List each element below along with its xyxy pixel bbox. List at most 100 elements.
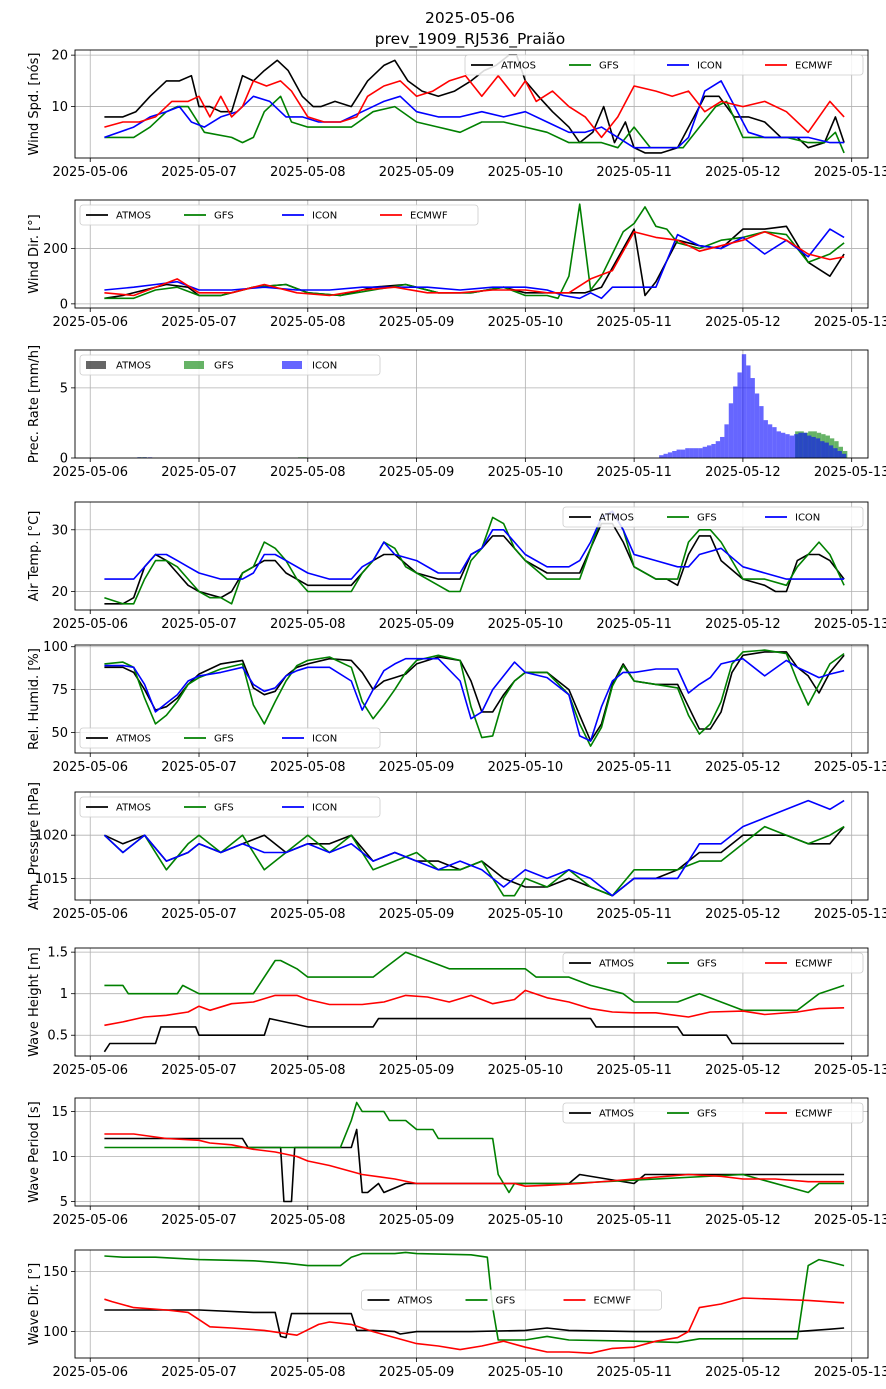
plot-area xyxy=(137,354,848,458)
y-tick-label: 5 xyxy=(60,381,68,396)
x-tick-label: 2025-05-09 xyxy=(379,760,455,775)
x-tick-label: 2025-05-06 xyxy=(52,907,128,922)
series-line-gfs xyxy=(103,825,845,897)
x-tick-label: 2025-05-06 xyxy=(52,315,128,330)
bar-icon xyxy=(672,450,677,458)
legend-box xyxy=(562,506,864,528)
bar-icon xyxy=(754,393,760,458)
legend-label-ecmwf: ECMWF xyxy=(594,1296,632,1307)
legend: ATMOS GFS ECMWF xyxy=(562,952,864,974)
panel-4: 2025-05-06 2025-05-07 2025-05-08 2025-05-09… xyxy=(27,640,886,775)
chart-panels: 2025-05-06 2025-05-07 2025-05-08 2025-05-09… xyxy=(27,49,886,1380)
legend: ATMOS GFS ECMWF xyxy=(361,1289,662,1311)
panel-2: 2025-05-06 2025-05-07 2025-05-08 2025-05-09… xyxy=(27,345,886,480)
legend-box xyxy=(562,952,864,974)
legend-box xyxy=(79,796,381,818)
bar-icon xyxy=(724,424,729,458)
y-axis-label: Wave Period [s] xyxy=(27,1101,42,1202)
legend-label-atmos: ATMOS xyxy=(116,803,151,814)
legend-label-gfs: GFS xyxy=(697,1109,717,1120)
bar-icon xyxy=(820,441,825,458)
x-tick-label: 2025-05-11 xyxy=(596,1063,672,1078)
x-tick-label: 2025-05-07 xyxy=(161,1063,237,1078)
plot-area xyxy=(103,799,845,897)
x-tick-label: 2025-05-12 xyxy=(705,760,781,775)
bar-icon xyxy=(693,448,699,458)
bar-icon xyxy=(824,442,829,458)
bar-icon xyxy=(828,445,834,458)
legend-box xyxy=(562,1102,864,1124)
plot-area xyxy=(104,1101,845,1203)
legend-label-gfs: GFS xyxy=(214,211,234,222)
x-tick-label: 2025-05-06 xyxy=(52,760,128,775)
bar-icon xyxy=(807,435,812,458)
y-tick-label: 1020 xyxy=(35,829,68,844)
series-line-icon xyxy=(103,799,845,897)
x-tick-label: 2025-05-09 xyxy=(379,1213,455,1228)
x-tick-label: 2025-05-12 xyxy=(705,465,781,480)
x-tick-label: 2025-05-11 xyxy=(596,617,672,632)
y-axis-label: Prec. Rate [mm/h] xyxy=(27,345,42,463)
plot-area xyxy=(104,649,845,747)
y-axis-label: Wind Dir. [°] xyxy=(27,214,42,294)
y-tick-label: 1.5 xyxy=(47,946,68,961)
y-tick-label: 30 xyxy=(51,523,68,538)
y-tick-label: 100 xyxy=(43,1325,68,1340)
x-tick-label: 2025-05-08 xyxy=(270,315,346,330)
series-line-atmos xyxy=(104,651,845,742)
x-tick-label: 2025-05-07 xyxy=(161,465,237,480)
y-axis-label: Wind Spd. [nós] xyxy=(27,53,42,156)
series-line-atmos xyxy=(104,225,845,300)
legend: ATMOS GFS ICON ECMWF xyxy=(79,204,479,226)
x-tick-label: 2025-05-06 xyxy=(52,617,128,632)
x-tick-label: 2025-05-13 xyxy=(814,1213,886,1228)
legend-box xyxy=(79,727,381,749)
bar-icon xyxy=(733,386,738,458)
legend: ATMOS GFS ICON xyxy=(79,796,381,818)
x-tick-label: 2025-05-08 xyxy=(270,1213,346,1228)
y-tick-label: 0 xyxy=(60,297,68,312)
x-tick-label: 2025-05-07 xyxy=(161,315,237,330)
legend-label-icon: ICON xyxy=(795,513,820,524)
x-tick-label: 2025-05-08 xyxy=(270,760,346,775)
legend: ATMOS GFS ECMWF xyxy=(562,1102,864,1124)
legend: ATMOS GFS ICON xyxy=(562,506,864,528)
legend-label-gfs: GFS xyxy=(214,361,234,372)
x-tick-label: 2025-05-08 xyxy=(270,907,346,922)
y-tick-label: 50 xyxy=(51,726,68,741)
legend-label-ecmwf: ECMWF xyxy=(795,959,833,970)
axes-frame xyxy=(74,791,869,901)
y-tick-label: 20 xyxy=(51,585,68,600)
axes-frame xyxy=(74,1097,869,1207)
bar-icon xyxy=(785,434,790,458)
y-tick-label: 15 xyxy=(51,1105,68,1120)
x-tick-label: 2025-05-09 xyxy=(379,1365,455,1380)
x-tick-label: 2025-05-10 xyxy=(488,1063,564,1078)
x-tick-label: 2025-05-13 xyxy=(814,165,886,180)
bar-icon xyxy=(772,427,777,458)
bar-icon xyxy=(750,378,755,458)
x-tick-label: 2025-05-10 xyxy=(488,315,564,330)
bar-icon xyxy=(707,445,712,458)
axes-frame xyxy=(74,49,869,159)
x-tick-label: 2025-05-12 xyxy=(705,315,781,330)
y-axis-label: Wave Height [m] xyxy=(27,947,42,1057)
bar-icon xyxy=(789,435,795,458)
x-tick-label: 2025-05-11 xyxy=(596,760,672,775)
legend-swatch-icon xyxy=(282,361,302,369)
plot-area xyxy=(104,1251,845,1354)
y-tick-label: 75 xyxy=(51,683,68,698)
x-tick-label: 2025-05-10 xyxy=(488,1365,564,1380)
x-tick-label: 2025-05-12 xyxy=(705,1063,781,1078)
legend-label-atmos: ATMOS xyxy=(501,61,536,72)
x-tick-label: 2025-05-09 xyxy=(379,315,455,330)
series-line-icon xyxy=(104,657,845,742)
panel-0: 2025-05-06 2025-05-07 2025-05-08 2025-05-09… xyxy=(27,49,886,180)
series-line-atmos xyxy=(104,522,845,605)
x-tick-label: 2025-05-13 xyxy=(814,617,886,632)
legend-box xyxy=(79,354,381,376)
x-tick-label: 2025-05-13 xyxy=(814,465,886,480)
x-tick-label: 2025-05-10 xyxy=(488,1213,564,1228)
legend-label-atmos: ATMOS xyxy=(599,513,634,524)
